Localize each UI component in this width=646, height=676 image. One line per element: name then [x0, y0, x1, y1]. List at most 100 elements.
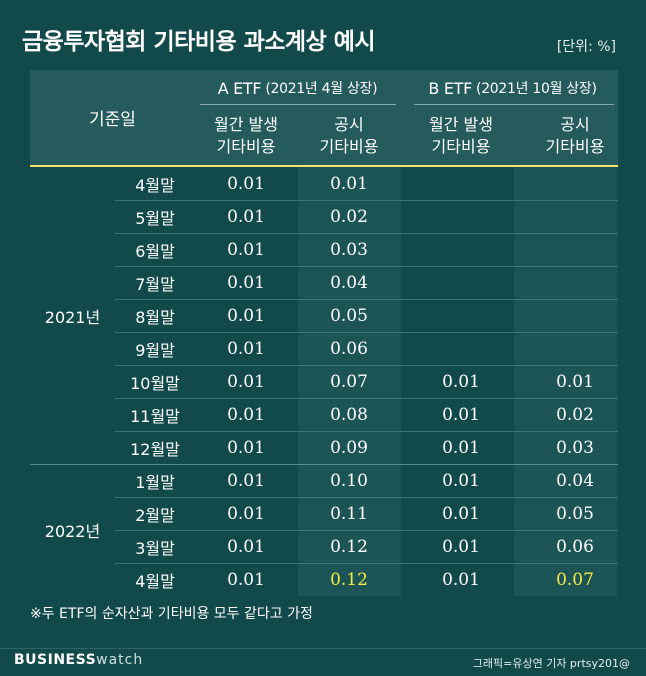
group-a-rule — [200, 104, 396, 105]
value-cell: 0.10 — [330, 470, 368, 491]
value-cell: 0.02 — [330, 206, 368, 227]
value-cell: 0.01 — [442, 503, 480, 524]
row-separator — [115, 365, 618, 366]
sub-column-header-line: 월간 발생 — [214, 115, 278, 134]
group-a-note: (2021년 4월 상장) — [265, 81, 378, 97]
value-cell: 0.01 — [330, 173, 368, 194]
row-separator — [115, 530, 618, 531]
month-label: 11월말 — [130, 406, 180, 426]
group-b-header: B ETF (2021년 10월 상장) — [410, 70, 615, 106]
value-cell: 0.07 — [556, 569, 594, 590]
base-date-header: 기준일 — [89, 110, 136, 130]
shaded-column — [514, 167, 617, 596]
value-cell: 0.01 — [227, 206, 265, 227]
value-cell: 0.09 — [330, 437, 368, 458]
value-cell: 0.07 — [330, 371, 368, 392]
value-cell: 0.08 — [330, 404, 368, 425]
row-separator — [115, 266, 618, 267]
month-label: 5월말 — [135, 208, 175, 228]
graphic-credit: 그래픽=유상연 기자 prtsy201@ — [472, 657, 630, 670]
value-cell: 0.12 — [330, 569, 368, 590]
value-cell: 0.04 — [556, 470, 594, 491]
value-cell: 0.01 — [227, 371, 265, 392]
value-cell: 0.03 — [556, 437, 594, 458]
year-label: 2021년 — [44, 307, 101, 327]
group-a-name: A ETF — [217, 78, 262, 98]
row-separator — [115, 563, 618, 564]
value-cell: 0.01 — [227, 173, 265, 194]
sub-column-header-line: 기타비용 — [545, 137, 605, 156]
row-separator — [115, 233, 618, 234]
sub-column-header-line: 월간 발생 — [429, 115, 493, 134]
value-cell: 0.01 — [227, 536, 265, 557]
value-cell: 0.01 — [227, 272, 265, 293]
value-cell: 0.01 — [227, 404, 265, 425]
value-cell: 0.02 — [556, 404, 594, 425]
footnote: ※두 ETF의 순자산과 기타비용 모두 같다고 가정 — [30, 606, 313, 622]
month-label: 8월말 — [135, 307, 175, 327]
footer-rule — [0, 648, 646, 649]
sub-column-header-line: 기타비용 — [216, 137, 276, 156]
group-a-header: A ETF (2021년 4월 상장) — [195, 70, 400, 106]
value-cell: 0.01 — [442, 569, 480, 590]
value-cell: 0.06 — [330, 338, 368, 359]
shaded-column — [298, 167, 401, 596]
chart-title: 금융투자협회 기타비용 과소계상 예시 — [22, 29, 376, 55]
value-cell: 0.03 — [330, 239, 368, 260]
value-cell: 0.01 — [227, 239, 265, 260]
brand-logo: BUSINESSwatch — [14, 652, 143, 668]
value-cell: 0.04 — [330, 272, 368, 293]
month-label: 4월말 — [135, 571, 175, 591]
year-label: 2022년 — [44, 522, 101, 541]
value-cell: 0.05 — [330, 305, 368, 326]
value-cell: 0.11 — [330, 503, 368, 524]
sub-column-header-line: 공시 — [560, 115, 590, 134]
value-cell: 0.01 — [227, 470, 265, 491]
value-cell: 0.01 — [227, 569, 265, 590]
group-b-note: (2021년 10월 상장) — [476, 81, 597, 97]
sub-column-header-line: 기타비용 — [319, 137, 379, 156]
value-cell: 0.06 — [556, 536, 594, 557]
value-cell: 0.01 — [227, 338, 265, 359]
value-cell: 0.01 — [442, 536, 480, 557]
month-label: 10월말 — [130, 373, 180, 393]
brand-light: watch — [96, 652, 144, 668]
year-separator — [30, 464, 618, 465]
row-separator — [115, 398, 618, 399]
value-cell: 0.01 — [442, 404, 480, 425]
value-cell: 0.01 — [227, 305, 265, 326]
value-cell: 0.01 — [442, 470, 480, 491]
month-label: 12월말 — [130, 439, 180, 459]
row-separator — [115, 332, 618, 333]
group-b-name: B ETF — [428, 78, 473, 98]
header-band — [30, 70, 618, 165]
value-cell: 0.01 — [227, 503, 265, 524]
value-cell: 0.12 — [330, 536, 368, 557]
month-label: 4월말 — [135, 175, 175, 195]
value-cell: 0.01 — [442, 437, 480, 458]
header-underline — [30, 165, 618, 167]
month-label: 1월말 — [135, 472, 175, 492]
row-separator — [115, 497, 618, 498]
month-label: 3월말 — [135, 538, 175, 558]
value-cell: 0.01 — [442, 371, 480, 392]
sub-column-header-line: 공시 — [334, 115, 364, 134]
month-label: 2월말 — [135, 505, 175, 525]
value-cell: 0.01 — [556, 371, 594, 392]
month-label: 7월말 — [135, 274, 175, 294]
month-label: 6월말 — [135, 241, 175, 261]
value-cell: 0.01 — [227, 437, 265, 458]
brand-bold: BUSINESS — [14, 652, 97, 668]
group-b-rule — [414, 104, 614, 105]
unit-label: [단위: %] — [556, 39, 616, 55]
month-label: 9월말 — [135, 340, 175, 360]
value-cell: 0.05 — [556, 503, 594, 524]
row-separator — [115, 431, 618, 432]
sub-column-header-line: 기타비용 — [431, 137, 491, 156]
row-separator — [115, 299, 618, 300]
row-separator — [115, 200, 618, 201]
